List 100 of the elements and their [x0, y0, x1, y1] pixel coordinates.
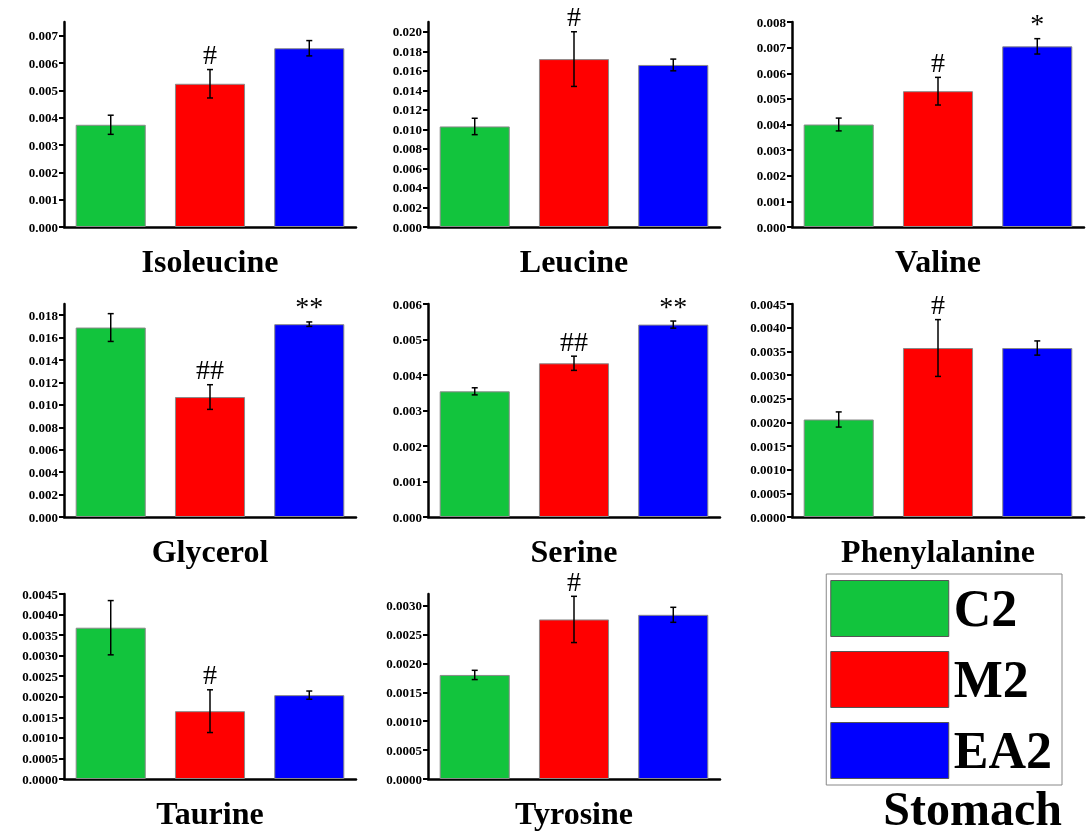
bar: [174, 83, 246, 227]
x-axis-title: Taurine: [156, 795, 264, 831]
y-tick-label: 0.002: [392, 199, 422, 215]
y-tick-label: 0.0005: [22, 750, 59, 766]
y-tick-label: 0.0005: [750, 485, 787, 501]
y-tick-label: 0.005: [756, 91, 787, 107]
y-tick-label: 0.001: [28, 192, 58, 208]
y-tick-label: 0.010: [392, 121, 422, 137]
bar: [638, 64, 709, 227]
y-tick-label: 0.000: [392, 219, 422, 235]
y-tick-label: 0.0030: [22, 648, 58, 664]
y-tick-label: 0.0025: [750, 391, 787, 407]
y-tick-label: 0.0010: [22, 730, 58, 746]
y-tick-label: 0.003: [756, 142, 787, 158]
y-tick-label: 0.012: [392, 102, 422, 118]
y-tick-label: 0.006: [756, 65, 787, 81]
y-tick-label: 0.006: [392, 160, 423, 176]
bar: [538, 59, 610, 227]
y-tick-label: 0.0035: [22, 627, 59, 643]
data-label: #: [203, 659, 217, 691]
x-axis-title: Tyrosine: [515, 795, 633, 831]
data-label: #: [931, 46, 945, 78]
y-tick-label: 0.006: [28, 442, 59, 458]
y-tick-label: 0.012: [28, 374, 58, 390]
y-tick-label: 0.014: [28, 352, 59, 368]
y-tick-label: 0.016: [28, 330, 59, 346]
bar: [638, 324, 709, 517]
y-tick-label: 0.0045: [750, 296, 787, 312]
y-tick-label: 0.000: [756, 219, 786, 235]
y-tick-label: 0.002: [392, 438, 422, 454]
legend-label: M2: [953, 651, 1029, 708]
data-label: #: [203, 39, 217, 71]
bar: [274, 324, 345, 517]
bar: [274, 48, 345, 227]
data-label: #: [931, 289, 945, 321]
y-tick-label: 0.010: [28, 397, 58, 413]
x-axis-title: Leucine: [519, 243, 629, 279]
y-tick-label: 0.0010: [750, 462, 786, 478]
y-tick-label: 0.004: [392, 367, 423, 383]
y-tick-label: 0.004: [28, 464, 59, 480]
bar: [75, 124, 146, 227]
y-tick-label: 0.018: [392, 43, 423, 59]
y-tick-label: 0.0025: [22, 668, 59, 684]
y-tick-label: 0.0030: [750, 367, 786, 383]
y-tick-label: 0.0025: [386, 626, 423, 642]
bar: [439, 674, 510, 779]
y-tick-label: 0.0015: [22, 709, 59, 725]
bar: [274, 695, 345, 779]
data-label: ##: [196, 354, 224, 386]
y-tick-label: 0.0040: [750, 320, 786, 336]
data-label: **: [295, 291, 324, 323]
data-label: **: [659, 290, 688, 322]
y-tick-label: 0.001: [756, 193, 786, 209]
y-tick-label: 0.007: [756, 40, 787, 56]
y-tick-label: 0.0000: [22, 771, 58, 787]
bar: [75, 627, 146, 779]
y-tick-label: 0.005: [392, 332, 423, 347]
y-tick-label: 0.008: [392, 141, 423, 157]
y-tick-label: 0.0020: [22, 689, 58, 705]
y-tick-label: 0.018: [28, 307, 59, 323]
bar: [439, 126, 510, 227]
bar: [75, 327, 146, 517]
data-label: #: [567, 1, 581, 33]
bar: [638, 614, 709, 779]
y-tick-label: 0.0030: [386, 598, 422, 614]
y-tick-label: 0.0040: [22, 607, 58, 623]
x-axis-title: Glycerol: [151, 533, 269, 569]
bar: [538, 619, 610, 779]
y-tick-label: 0.006: [392, 296, 423, 312]
y-tick-label: 0.000: [392, 509, 422, 525]
y-tick-label: 0.002: [756, 168, 786, 184]
y-tick-label: 0.003: [392, 403, 423, 418]
y-tick-label: 0.0020: [750, 414, 786, 430]
text: Stomach: [883, 781, 1063, 834]
y-tick-label: 0.016: [392, 63, 423, 79]
bar: [1002, 46, 1073, 227]
x-axis-title: Isoleucine: [141, 243, 279, 279]
y-tick-label: 0.003: [28, 137, 59, 153]
y-tick-label: 0.007: [28, 28, 59, 44]
bar: [538, 363, 610, 517]
y-tick-label: 0.0000: [750, 509, 786, 525]
bar: [803, 124, 874, 227]
data-label: *: [1030, 8, 1045, 40]
data-label: ##: [560, 325, 588, 357]
x-axis-title: Phenylalanine: [841, 533, 1035, 569]
y-tick-label: 0.0010: [386, 713, 422, 729]
bar: [439, 391, 510, 517]
y-tick-label: 0.004: [756, 117, 787, 132]
y-tick-label: 0.001: [392, 474, 422, 489]
y-tick-label: 0.000: [28, 509, 58, 525]
y-tick-label: 0.002: [28, 164, 58, 180]
bar: [902, 91, 974, 227]
y-tick-label: 0.020: [392, 24, 422, 40]
y-tick-label: 0.000: [28, 219, 58, 235]
bar: [174, 711, 246, 779]
y-tick-label: 0.0015: [386, 684, 423, 700]
y-tick-label: 0.004: [392, 180, 423, 196]
y-tick-label: 0.0035: [750, 343, 787, 359]
y-tick-label: 0.002: [28, 487, 58, 503]
x-axis-title: Valine: [895, 243, 981, 279]
